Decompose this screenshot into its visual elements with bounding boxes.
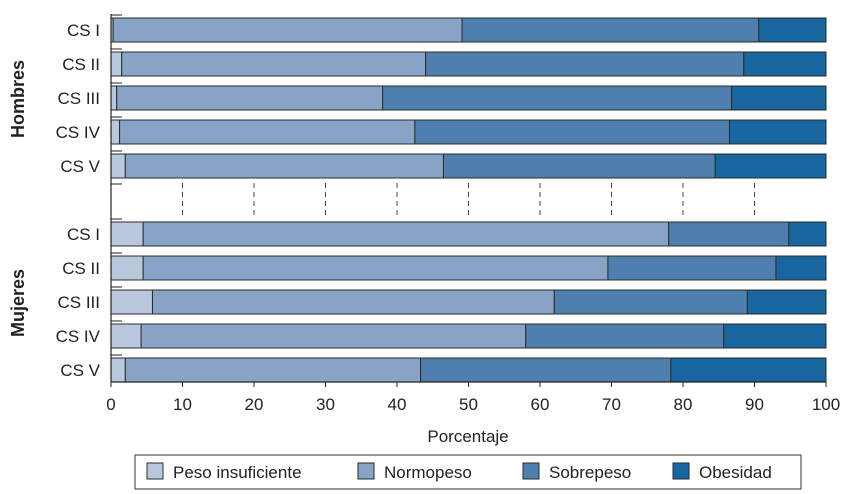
bar-segment	[140, 323, 527, 349]
x-tick-label: 100	[812, 395, 840, 414]
legend-label: Normopeso	[384, 463, 472, 482]
legend-label: Peso insuficiente	[173, 463, 302, 482]
bar-segment	[151, 289, 555, 315]
category-label: CS II	[62, 259, 100, 278]
x-tick-label: 30	[316, 395, 335, 414]
bar-segment	[110, 85, 118, 111]
bar-segment	[670, 357, 827, 383]
bar-segment	[110, 255, 144, 281]
bar-segment	[728, 119, 827, 145]
x-tick-label: 40	[388, 395, 407, 414]
category-labels: CS I CS II CS III CS IV CS V CS I CS II CS III C…	[56, 21, 101, 380]
bar-segment	[525, 323, 725, 349]
bars	[110, 17, 827, 383]
legend: Peso insuficiente Normopeso Sobrepeso Obesi…	[134, 454, 802, 490]
x-tick-label: 10	[173, 395, 192, 414]
legend-swatch	[522, 462, 540, 480]
bar-segment	[420, 357, 672, 383]
bar-segment	[110, 323, 142, 349]
category-label: CS III	[57, 89, 100, 108]
bar-segment	[746, 289, 827, 315]
x-axis-label: Porcentaje	[427, 427, 508, 446]
bar-segment	[668, 221, 790, 247]
bar-segment	[110, 119, 121, 145]
group-label: Hombres	[8, 60, 28, 138]
bar-segment	[142, 221, 670, 247]
bar-segment	[124, 153, 444, 179]
legend-swatch	[146, 462, 164, 480]
legend-box	[134, 454, 802, 490]
legend-label: Sobrepeso	[549, 463, 631, 482]
bar-segment	[425, 51, 745, 77]
bar-segment	[414, 119, 730, 145]
bar-segment	[442, 153, 716, 179]
category-label: CS V	[60, 157, 100, 176]
bar-segment	[714, 153, 827, 179]
bar-segment	[775, 255, 827, 281]
bar-segment	[121, 51, 427, 77]
bar-segment	[142, 255, 609, 281]
x-tick-label: 0	[106, 395, 115, 414]
bar-segment	[788, 221, 827, 247]
bar-segment	[731, 85, 827, 111]
x-tick-label: 70	[602, 395, 621, 414]
category-label: CS IV	[56, 327, 101, 346]
category-label: CS I	[67, 21, 100, 40]
bar-segment	[112, 17, 463, 43]
bar-segment	[110, 221, 144, 247]
bar-segment	[607, 255, 777, 281]
bar-segment	[461, 17, 760, 43]
bar-segment	[124, 357, 422, 383]
group-label: Mujeres	[8, 269, 28, 337]
category-label: CS II	[62, 55, 100, 74]
bar-segment	[382, 85, 733, 111]
x-tick-label: 60	[531, 395, 550, 414]
bar-segment	[119, 119, 416, 145]
bar-segment	[553, 289, 748, 315]
legend-swatch	[357, 462, 375, 480]
bar-segment	[110, 357, 126, 383]
bar-segment	[110, 153, 126, 179]
bar-segment	[110, 289, 153, 315]
bar-segment	[723, 323, 827, 349]
bar-segment	[116, 85, 384, 111]
legend-swatch	[672, 462, 690, 480]
category-label: CS V	[60, 361, 100, 380]
grid-lines	[182, 183, 755, 218]
legend-label: Obesidad	[699, 463, 772, 482]
bar-segment	[110, 51, 123, 77]
bar-segment	[758, 17, 827, 43]
x-tick-label: 50	[459, 395, 478, 414]
x-tick-label: 20	[245, 395, 264, 414]
x-tick-label: 80	[674, 395, 693, 414]
x-axis: 0 10 20 30 40 50 60 70 80 90 100	[106, 14, 840, 414]
category-label: CS III	[57, 293, 100, 312]
group-labels: Hombres Mujeres	[8, 60, 28, 337]
category-label: CS I	[67, 225, 100, 244]
category-label: CS IV	[56, 123, 101, 142]
x-tick-label: 90	[745, 395, 764, 414]
bar-segment	[743, 51, 827, 77]
